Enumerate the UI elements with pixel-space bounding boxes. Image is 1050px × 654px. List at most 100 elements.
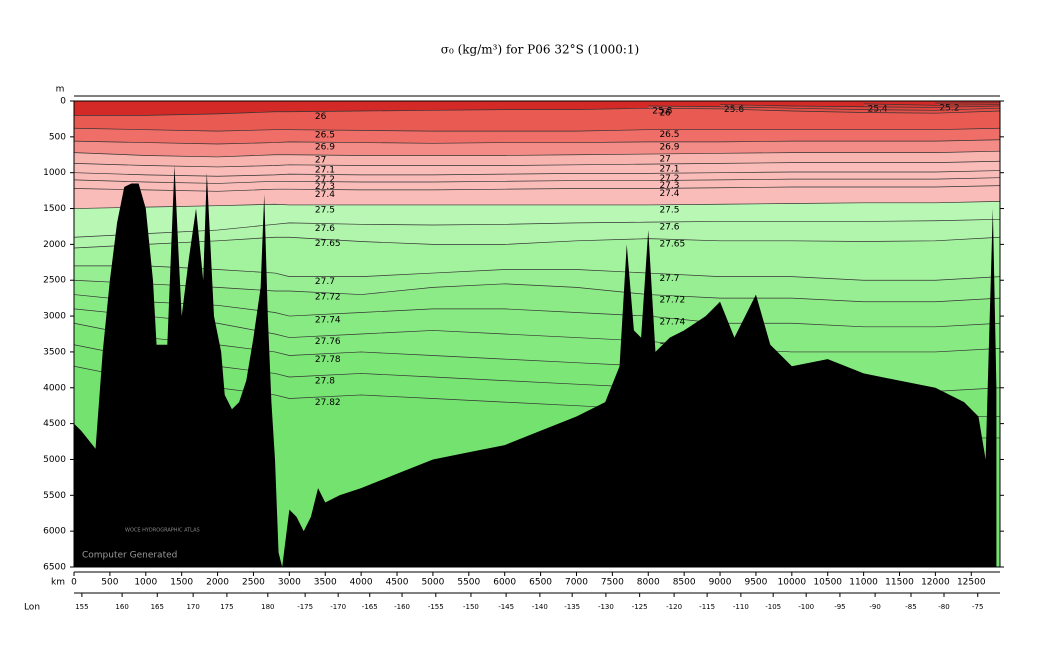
x-tick-label: 9500 bbox=[744, 578, 767, 588]
x-tick-label: 4500 bbox=[386, 578, 409, 588]
contour-label: 26 bbox=[659, 109, 671, 119]
contour-label: 27.74 bbox=[659, 317, 685, 327]
contour-label: 27.72 bbox=[659, 295, 685, 305]
x-tick-label: 11000 bbox=[849, 578, 878, 588]
x-tick-label: 8500 bbox=[673, 578, 696, 588]
x-tick-label: 12500 bbox=[957, 578, 986, 588]
contour-label: 26.9 bbox=[659, 142, 679, 152]
x2-tick-label: -105 bbox=[765, 603, 781, 611]
x-tick-label: 0 bbox=[71, 578, 77, 588]
x2-tick-label: -120 bbox=[666, 603, 682, 611]
x2-axis-label: Lon bbox=[24, 603, 40, 613]
x2-tick-label: 180 bbox=[261, 603, 274, 611]
x2-tick-label: -110 bbox=[733, 603, 749, 611]
x-tick-label: 12000 bbox=[921, 578, 950, 588]
x2-tick-label: -100 bbox=[798, 603, 814, 611]
x-tick-label: 2000 bbox=[206, 578, 229, 588]
contour-label: 27.5 bbox=[659, 205, 679, 215]
contour-label: 27.8 bbox=[315, 376, 335, 386]
x-tick-label: 1000 bbox=[134, 578, 157, 588]
x-tick-label: 9000 bbox=[709, 578, 732, 588]
x-tick-label: 1500 bbox=[170, 578, 193, 588]
x2-tick-label: -135 bbox=[564, 603, 580, 611]
contour-label: 26.5 bbox=[659, 130, 679, 140]
y-tick-label: 5000 bbox=[43, 455, 66, 465]
y-tick-label: 4500 bbox=[43, 419, 66, 429]
x-axis-label: km bbox=[51, 578, 65, 588]
x-tick-label: 7500 bbox=[601, 578, 624, 588]
x2-tick-label: 160 bbox=[115, 603, 128, 611]
y-tick-label: 3000 bbox=[43, 312, 66, 322]
contour-label: 27.72 bbox=[315, 293, 341, 303]
x2-tick-label: -165 bbox=[362, 603, 378, 611]
contour-label: 26.5 bbox=[315, 130, 335, 140]
contour-label: 27 bbox=[315, 155, 326, 165]
x2-tick-label: -130 bbox=[598, 603, 614, 611]
contour-label: 26 bbox=[315, 112, 327, 122]
x-tick-label: 5500 bbox=[457, 578, 480, 588]
y-tick-label: 1000 bbox=[43, 168, 66, 178]
x2-tick-label: -90 bbox=[869, 603, 880, 611]
y-tick-label: 500 bbox=[49, 132, 66, 142]
x2-tick-label: -160 bbox=[394, 603, 410, 611]
x2-tick-label: -125 bbox=[632, 603, 648, 611]
contour-label: 27.6 bbox=[315, 224, 335, 234]
x2-tick-label: -140 bbox=[532, 603, 548, 611]
contour-label: 27 bbox=[659, 154, 670, 164]
x-tick-label: 6500 bbox=[529, 578, 552, 588]
x-tick-label: 10000 bbox=[778, 578, 807, 588]
note: Computer Generated bbox=[82, 551, 177, 561]
x-tick-label: 10500 bbox=[813, 578, 842, 588]
x2-tick-label: 165 bbox=[151, 603, 164, 611]
contour-label: 27.82 bbox=[315, 398, 341, 408]
contour-label: 27.74 bbox=[315, 316, 341, 326]
contour-label: 27.76 bbox=[315, 337, 341, 347]
x2-tick-label: 155 bbox=[75, 603, 88, 611]
y-tick-label: 1500 bbox=[43, 204, 66, 214]
y-tick-label: 6000 bbox=[43, 527, 66, 537]
x2-tick-label: -80 bbox=[938, 603, 949, 611]
chart-title: σ₀ (kg/m³) for P06 32°S (1000:1) bbox=[441, 43, 639, 57]
x-tick-label: 6000 bbox=[493, 578, 516, 588]
y-tick-label: 0 bbox=[60, 97, 66, 107]
x2-tick-label: -145 bbox=[498, 603, 514, 611]
x2-tick-label: -85 bbox=[905, 603, 916, 611]
x2-tick-label: 175 bbox=[220, 603, 233, 611]
y-tick-label: 3500 bbox=[43, 347, 66, 357]
y-tick-label: 6500 bbox=[43, 563, 66, 573]
contour-label: 26.9 bbox=[315, 143, 335, 153]
x2-tick-label: -150 bbox=[463, 603, 479, 611]
x-tick-label: 8000 bbox=[637, 578, 660, 588]
contour-label: 27.4 bbox=[315, 190, 335, 200]
x2-tick-label: -175 bbox=[297, 603, 313, 611]
x2-tick-label: -115 bbox=[699, 603, 715, 611]
y-tick-label: 2500 bbox=[43, 276, 66, 286]
x-tick-label: 4000 bbox=[350, 578, 373, 588]
x-tick-label: 3000 bbox=[278, 578, 301, 588]
contour-label: 27.65 bbox=[659, 239, 685, 249]
contour-label: 27.7 bbox=[659, 274, 679, 284]
y-axis-label: m bbox=[56, 85, 65, 95]
contour-label: 27.5 bbox=[315, 205, 335, 215]
y-tick-label: 5500 bbox=[43, 491, 66, 501]
x2-tick-label: -155 bbox=[428, 603, 444, 611]
contour-label: 27.7 bbox=[315, 277, 335, 287]
x-tick-label: 7000 bbox=[565, 578, 588, 588]
x-tick-label: 2500 bbox=[242, 578, 265, 588]
contour-label: 27.65 bbox=[315, 239, 341, 249]
x-tick-label: 3500 bbox=[314, 578, 337, 588]
y-tick-label: 4000 bbox=[43, 383, 66, 393]
x2-tick-label: -75 bbox=[972, 603, 983, 611]
contour-label: 27.4 bbox=[659, 189, 679, 199]
x-tick-label: 500 bbox=[101, 578, 118, 588]
contour-label: 27.78 bbox=[315, 355, 341, 365]
x-tick-label: 5000 bbox=[421, 578, 444, 588]
x2-tick-label: 170 bbox=[186, 603, 199, 611]
watermark: WOCE HYDROGRAPHIC ATLAS bbox=[125, 528, 200, 534]
contour-label: 27.6 bbox=[659, 223, 679, 233]
x-tick-label: 11500 bbox=[885, 578, 914, 588]
